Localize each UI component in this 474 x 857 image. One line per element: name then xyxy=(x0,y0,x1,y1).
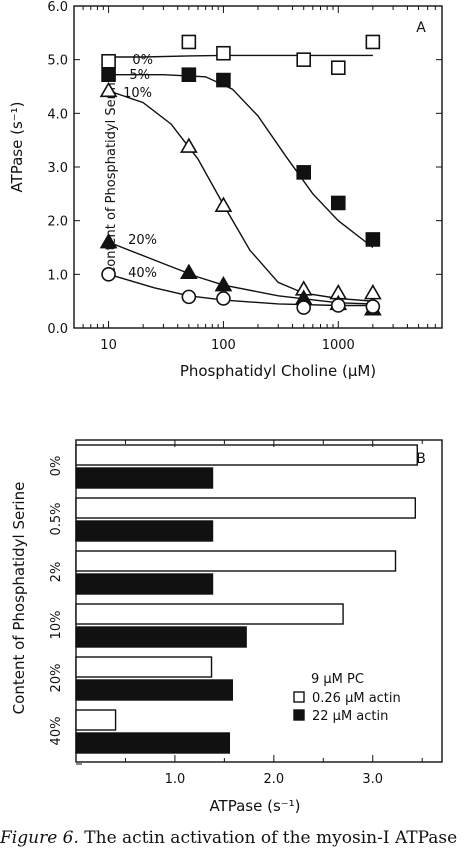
panel-letter-b: B xyxy=(416,451,426,467)
x-tick-label-a: 1000 xyxy=(322,338,355,353)
data-point-0% xyxy=(101,53,116,69)
bar-open xyxy=(75,444,418,466)
data-point-0% xyxy=(216,45,231,61)
data-point-0% xyxy=(296,52,312,67)
data-point-20% xyxy=(99,233,118,249)
series-label-10%: 10% xyxy=(123,86,152,101)
bar-open xyxy=(75,497,416,519)
y-axis-title-a: ATPase (s⁻¹) xyxy=(8,101,26,192)
category-label-b: 0% xyxy=(49,456,64,477)
data-point-10% xyxy=(99,81,118,98)
legend-label-filled: 22 µM actin xyxy=(312,709,388,724)
x-axis-title-b: ATPase (s⁻¹) xyxy=(209,797,300,815)
x-tick-label-b: 3.0 xyxy=(362,772,383,787)
data-point-5% xyxy=(330,195,346,211)
x-tick-label-a: 10 xyxy=(100,338,117,353)
data-point-5% xyxy=(216,72,231,88)
x-tick-label-b: 2.0 xyxy=(263,772,284,787)
category-label-b: 40% xyxy=(49,717,64,746)
y-tick-label-a: 2.0 xyxy=(47,215,68,230)
bar-filled xyxy=(75,573,214,595)
category-label-b: 2% xyxy=(49,562,64,583)
data-point-10% xyxy=(179,137,198,153)
fit-curve-5% xyxy=(108,74,374,249)
panel-a-chart: 10 100 1000 0.0 1.0 2.0 3.0 4.0 5.0 6.0 Phosphatid… xyxy=(8,0,443,380)
series-label-0%: 0% xyxy=(132,53,153,68)
y-axis-title-b: Content of Phosphatidyl Serine xyxy=(10,482,28,715)
x-axis-title-a: Phosphatidyl Choline (µM) xyxy=(180,362,376,380)
data-point-10% xyxy=(214,196,233,212)
bar-filled xyxy=(75,679,233,701)
series-label-20%: 20% xyxy=(128,233,157,248)
x-tick-label-b: 1.0 xyxy=(165,772,186,787)
x-tick-label-a: 100 xyxy=(211,338,236,353)
bar-filled xyxy=(75,626,247,648)
legend-swatch-filled xyxy=(293,709,305,721)
data-point-5% xyxy=(365,232,381,247)
bar-filled xyxy=(75,732,231,754)
y-tick-label-a: 5.0 xyxy=(47,54,68,69)
bar-open xyxy=(75,603,344,625)
category-label-b: 20% xyxy=(49,664,64,693)
series-label-40%: 40% xyxy=(128,266,157,281)
data-point-5% xyxy=(296,165,312,180)
y-tick-label-a: 4.0 xyxy=(47,107,68,122)
data-point-40% xyxy=(365,299,381,314)
bar-filled xyxy=(75,467,214,489)
side-label-a: Content of Phosphatidyl Serine xyxy=(104,74,119,276)
bar-open xyxy=(75,709,117,731)
data-point-40% xyxy=(216,291,231,306)
caption-lead: Figure 6. xyxy=(0,828,79,848)
legend-title-b: 9 µM PC xyxy=(311,672,364,687)
data-point-40% xyxy=(330,298,346,313)
data-point-0% xyxy=(365,34,381,50)
panel-letter-a: A xyxy=(416,20,426,36)
data-point-0% xyxy=(181,34,197,50)
y-tick-label-a: 1.0 xyxy=(47,268,68,283)
data-point-40% xyxy=(296,300,312,315)
y-tick-label-a: 3.0 xyxy=(47,161,68,176)
category-label-b: 10% xyxy=(49,611,64,640)
legend-swatch-open xyxy=(293,691,305,703)
panel-b-chart: 0% 0.5% 2% 10% 20% 40% 1.0 2.0 3.0 ATPase (s⁻¹) Co… xyxy=(10,439,443,815)
legend-label-open: 0.26 µM actin xyxy=(312,691,401,706)
data-point-40% xyxy=(101,267,116,282)
data-point-20% xyxy=(179,263,198,280)
bar-filled xyxy=(75,520,214,542)
data-point-5% xyxy=(101,67,116,82)
data-point-5% xyxy=(181,67,197,82)
data-point-20% xyxy=(214,275,233,292)
y-tick-label-a: 6.0 xyxy=(47,0,68,15)
figure-caption: Figure 6. The actin activation of the my… xyxy=(0,828,474,848)
category-label-b: 0.5% xyxy=(49,502,64,535)
data-point-10% xyxy=(363,284,382,300)
y-tick-label-a: 0.0 xyxy=(47,322,68,337)
bar-open xyxy=(75,550,397,572)
data-point-40% xyxy=(181,289,197,305)
bar-open xyxy=(75,656,213,678)
series-label-5%: 5% xyxy=(129,68,150,83)
data-point-0% xyxy=(330,60,346,76)
caption-text: The actin activation of the myosin-I ATP… xyxy=(84,828,458,848)
plot-frame-b xyxy=(75,439,443,763)
fit-curve-10% xyxy=(108,90,373,302)
